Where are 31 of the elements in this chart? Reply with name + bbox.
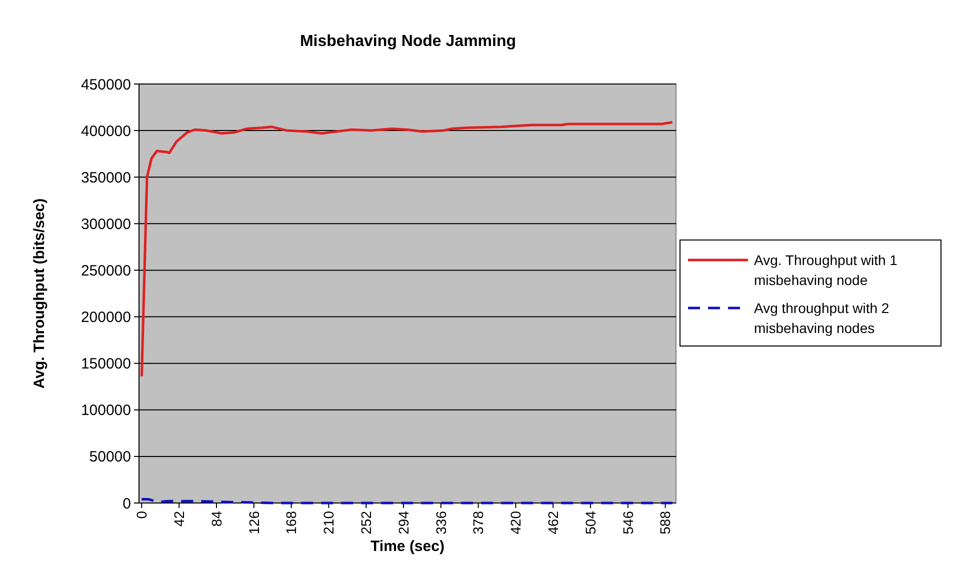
y-tick-label: 400000 [80, 122, 131, 140]
y-tick-label: 250000 [80, 262, 131, 280]
y-axis-title: Avg. Throughput (bits/sec) [31, 198, 48, 389]
y-tick-label: 450000 [80, 76, 131, 94]
chart-title: Misbehaving Node Jamming [300, 33, 516, 50]
legend-label: Avg throughput with 2 misbehaving nodes [754, 300, 890, 336]
y-tick-label: 0 [122, 495, 131, 512]
y-tick-label: 200000 [80, 309, 131, 326]
y-tick-label: 50000 [89, 448, 131, 466]
x-tick-label: 294 [395, 510, 412, 534]
x-tick-label: 252 [358, 510, 374, 534]
x-tick-label: 168 [283, 510, 300, 534]
x-tick-label: 420 [508, 510, 524, 534]
x-tick-label: 126 [246, 510, 262, 534]
x-tick-label: 546 [620, 510, 636, 534]
x-tick-label: 0 [134, 510, 150, 519]
x-axis-title: Time (sec) [370, 538, 444, 555]
y-tick-label: 100000 [80, 402, 131, 420]
line-series [140, 120, 674, 378]
y-tick-label: 300000 [80, 216, 131, 233]
x-tick-label: 504 [582, 510, 598, 534]
x-tick-label: 378 [470, 510, 486, 534]
y-tick-label: 350000 [80, 169, 131, 186]
x-tick-label: 42 [170, 510, 187, 527]
x-tick-label: 336 [432, 510, 449, 534]
x-tick-label: 588 [657, 510, 674, 534]
x-tick-label: 84 [208, 510, 224, 527]
x-tick-label: 462 [545, 510, 562, 534]
x-tick-label: 210 [320, 510, 337, 534]
y-tick-label: 150000 [80, 356, 131, 373]
legend-label: Avg. Throughput with 1 misbehaving node [754, 252, 898, 288]
